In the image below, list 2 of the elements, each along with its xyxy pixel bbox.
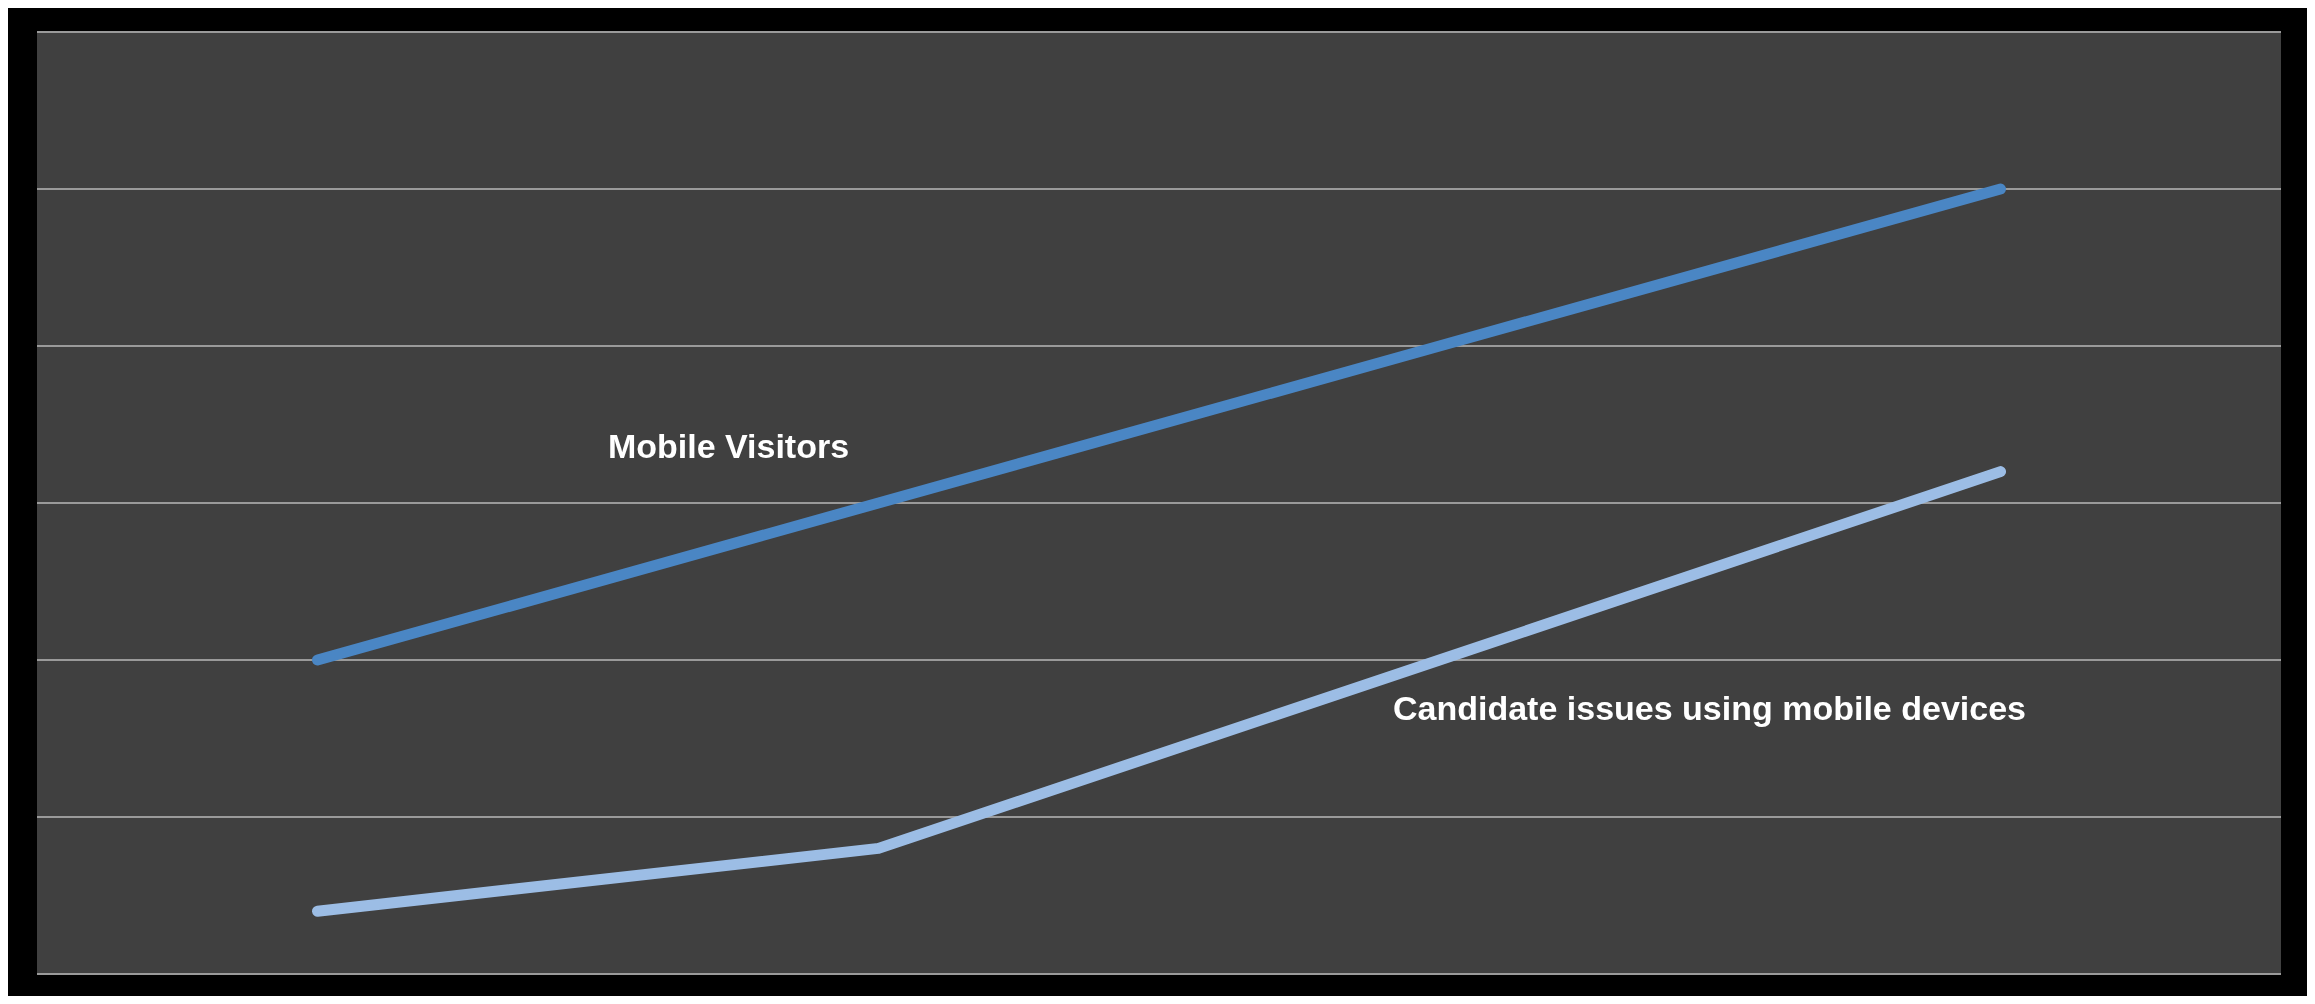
series-label: Candidate issues using mobile devices bbox=[1393, 689, 2026, 727]
series-label: Mobile Visitors bbox=[607, 427, 850, 465]
